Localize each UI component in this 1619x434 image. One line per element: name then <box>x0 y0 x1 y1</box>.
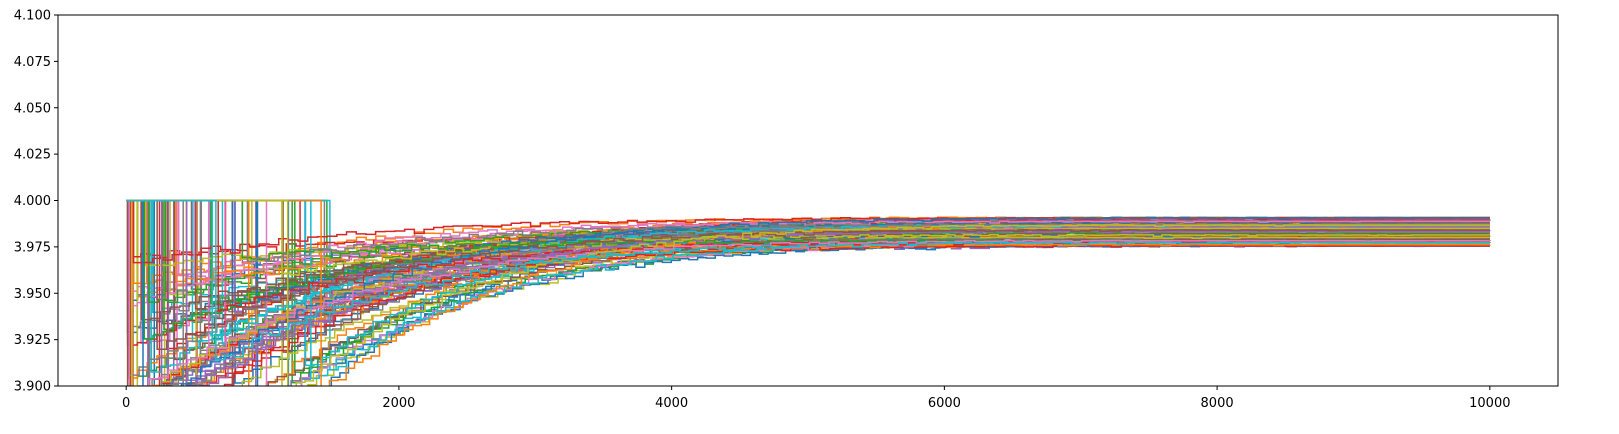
y-tick-label: 3.975 <box>14 240 51 255</box>
y-tick-label: 3.900 <box>14 380 51 395</box>
x-axis: 0 2000 4000 6000 8000 10000 <box>122 386 1510 411</box>
x-tick-label: 0 <box>122 396 130 411</box>
series-layer <box>126 199 1491 386</box>
series-line <box>126 199 1490 276</box>
series-line <box>126 199 1490 386</box>
y-tick-label: 4.025 <box>14 148 51 163</box>
series-line <box>126 199 1490 350</box>
series-line <box>126 199 1490 285</box>
y-tick-label: 4.000 <box>14 194 51 209</box>
y-tick-label: 3.925 <box>14 333 51 348</box>
x-tick-label: 10000 <box>1469 396 1510 411</box>
y-tick-label: 4.100 <box>14 9 51 24</box>
series-line <box>126 199 1490 263</box>
series-line <box>126 199 1490 386</box>
x-tick-label: 2000 <box>382 396 415 411</box>
y-tick-label: 3.950 <box>14 287 51 302</box>
y-tick-label: 4.075 <box>14 55 51 70</box>
series-line <box>126 199 1490 361</box>
y-axis: 3.900 3.925 3.950 3.975 4.000 4.025 4.050 4.075… <box>14 9 58 395</box>
x-tick-label: 6000 <box>928 396 961 411</box>
x-tick-label: 4000 <box>655 396 688 411</box>
x-tick-label: 8000 <box>1201 396 1234 411</box>
y-tick-label: 4.050 <box>14 101 51 116</box>
series-line <box>126 199 1490 386</box>
series-line <box>126 199 1490 386</box>
